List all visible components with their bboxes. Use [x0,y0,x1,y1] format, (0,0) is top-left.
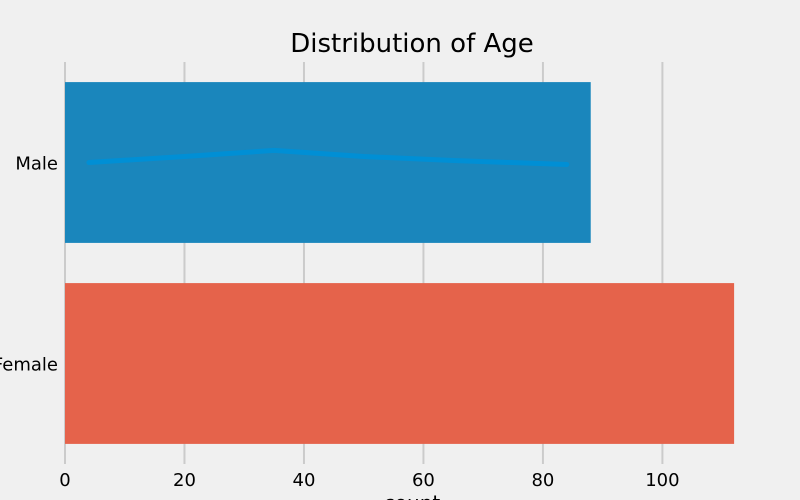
x-tick-label-100: 100 [645,470,679,491]
x-tick-label-20: 20 [173,470,196,491]
overlay-line [86,147,570,167]
x-tick-label-40: 40 [293,470,316,491]
y-tick-label-male: Male [15,154,58,175]
bar-layer [65,82,735,444]
x-axis-label: count [384,491,441,500]
chart-title: Distribution of Age [290,29,534,59]
x-tick-label-60: 60 [412,470,435,491]
x-tick-label-0: 0 [59,470,70,491]
x-tick-label-80: 80 [531,470,554,491]
x-tick-labels: 0 20 40 60 80 100 [59,470,679,491]
overlay-layer [86,147,570,167]
y-tick-labels: Male Female [0,154,58,376]
y-tick-label-female: Female [0,355,58,376]
bar-female [65,283,735,444]
